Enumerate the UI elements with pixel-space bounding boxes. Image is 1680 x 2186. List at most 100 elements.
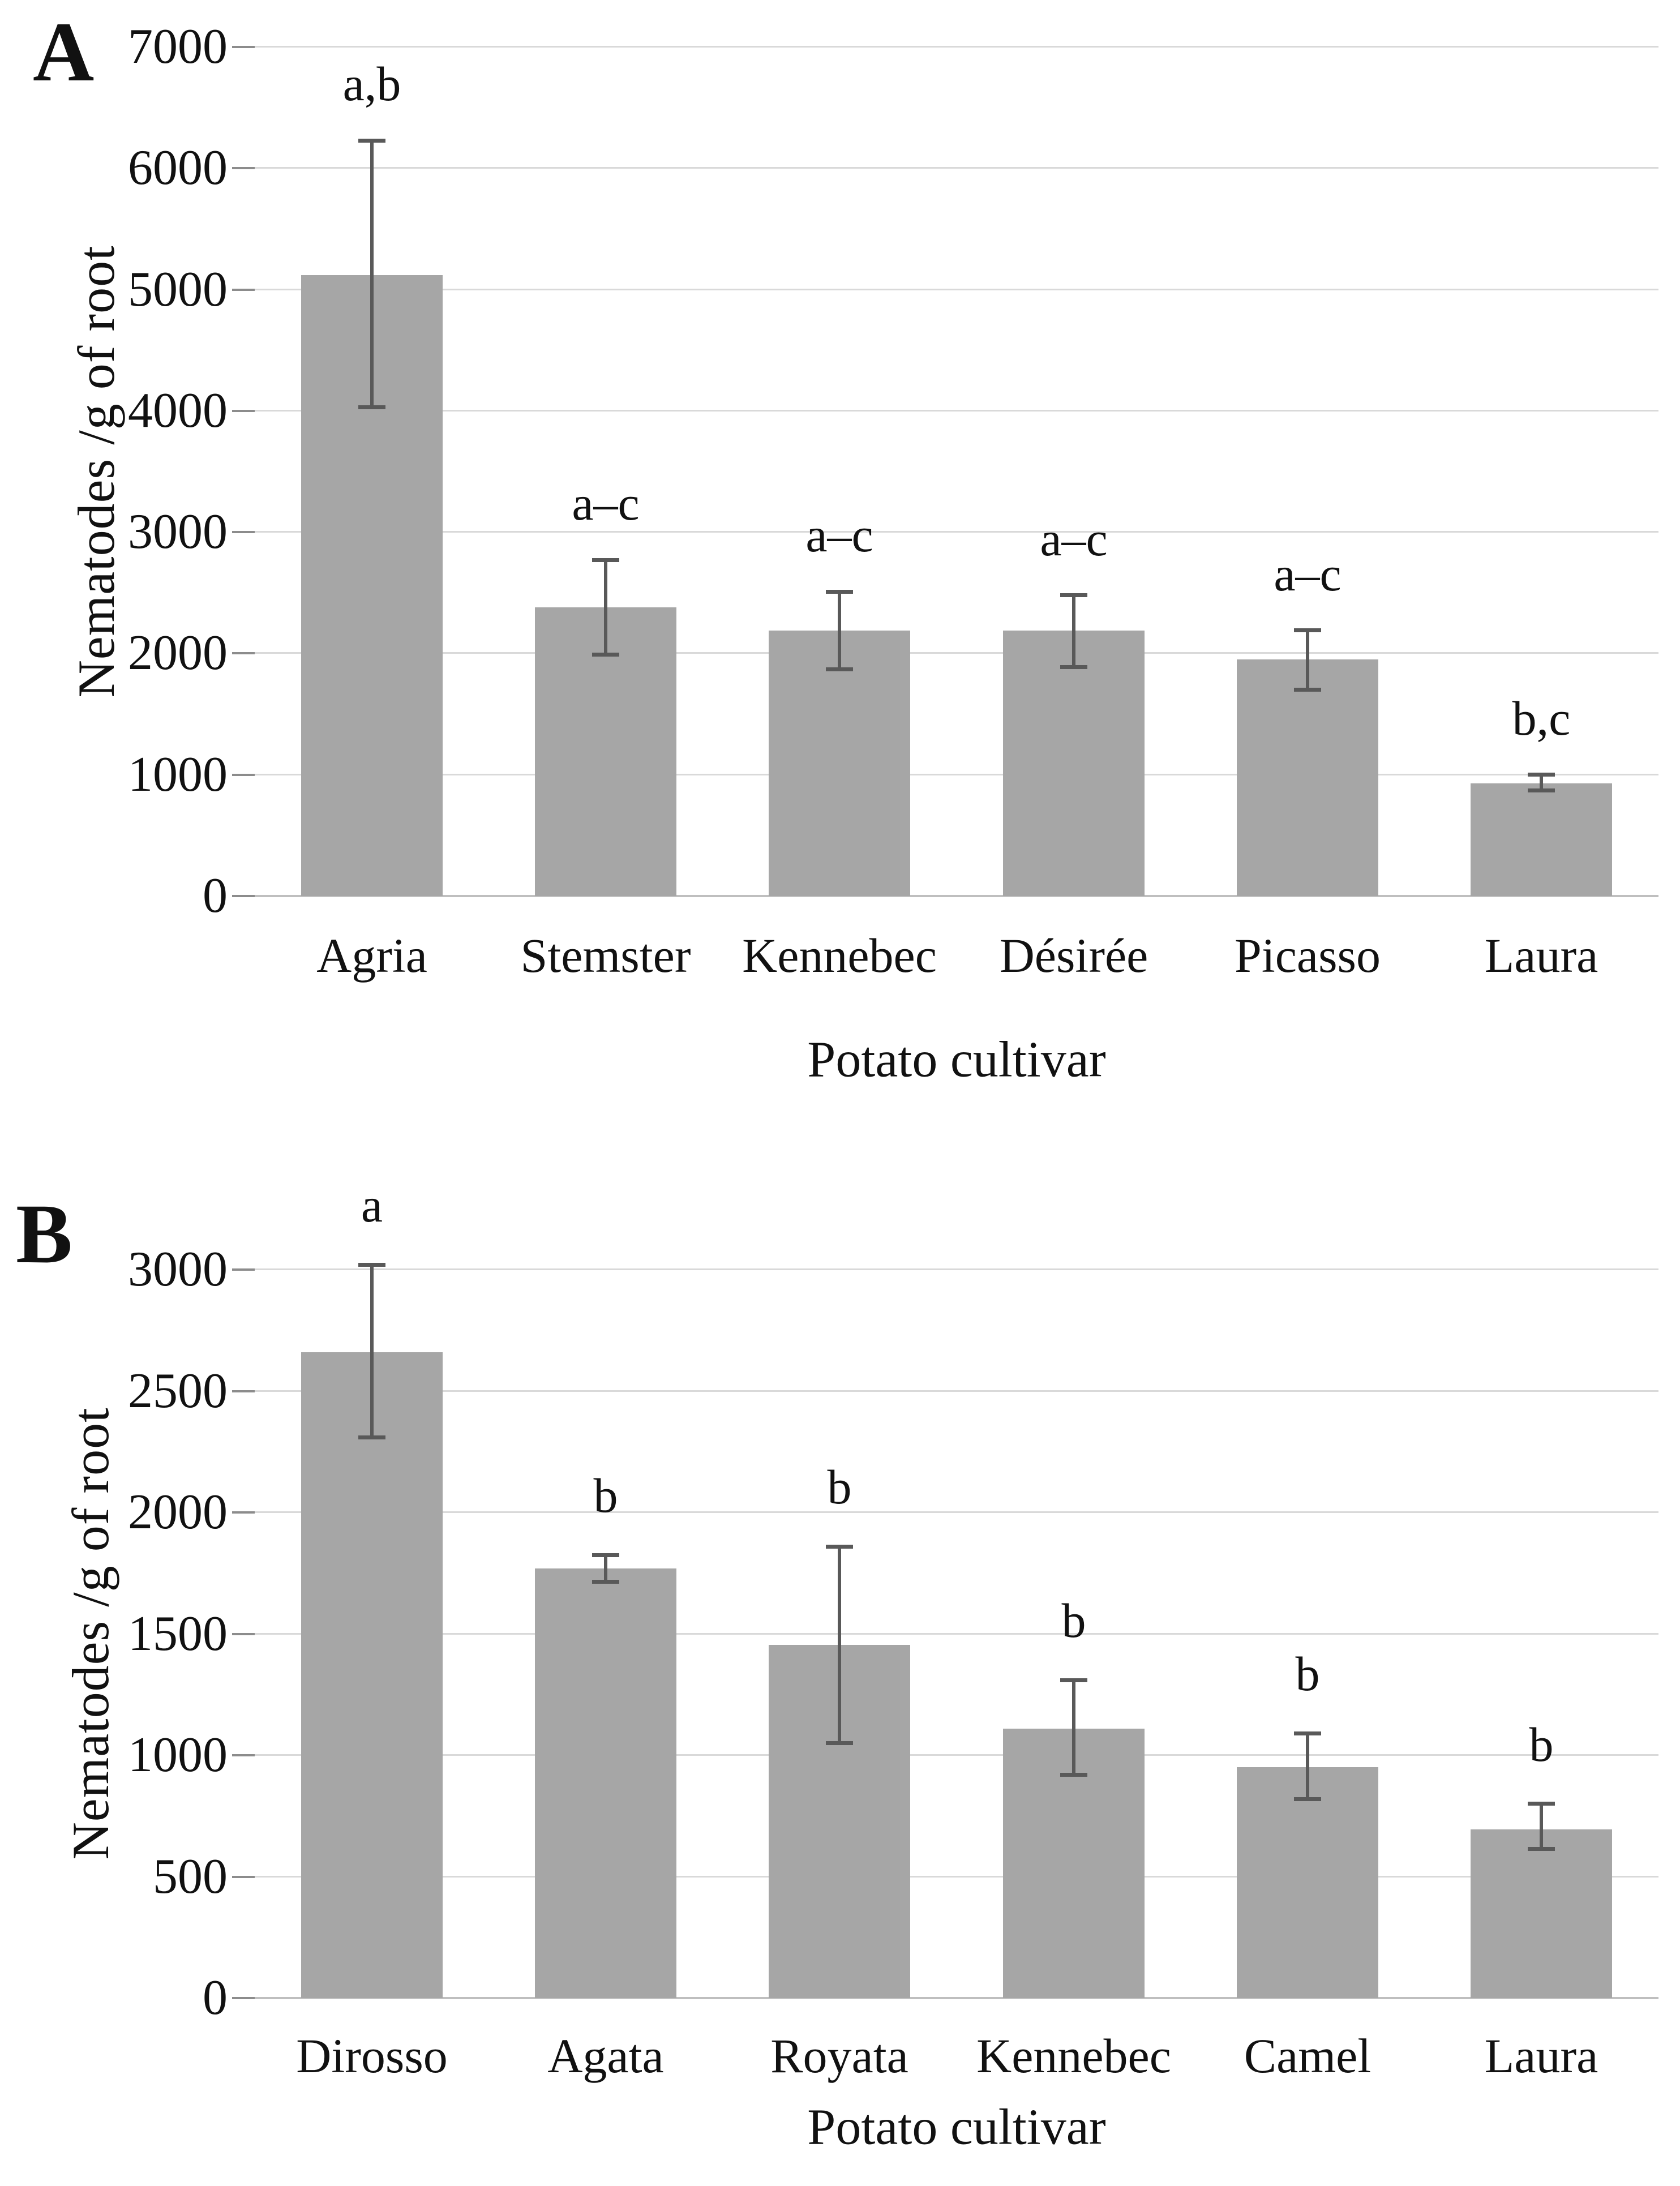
- category-label: Kennebec: [742, 928, 937, 983]
- significance-letter: b: [1061, 1593, 1086, 1648]
- y-gridline: [255, 1390, 1658, 1392]
- y-gridline: [255, 1754, 1658, 1756]
- y-gridline: [255, 652, 1658, 654]
- y-gridline: [255, 774, 1658, 775]
- significance-letter: b: [593, 1468, 618, 1523]
- y-axis-tick: [232, 774, 255, 776]
- panel-a-letter: A: [33, 5, 95, 99]
- error-bar-cap-bottom: [1060, 665, 1087, 669]
- error-bar-line: [1306, 631, 1309, 690]
- error-bar-cap-bottom: [1294, 1797, 1321, 1801]
- error-bar-line: [1540, 775, 1543, 791]
- bar: [301, 1352, 443, 1998]
- error-bar-cap-top: [1060, 593, 1087, 597]
- panel-b-letter: B: [16, 1187, 73, 1281]
- significance-letter: a–c: [805, 508, 873, 562]
- y-gridline: [255, 1633, 1658, 1635]
- bar: [1471, 1829, 1612, 1998]
- error-bar-cap-top: [358, 139, 385, 143]
- category-label: Agata: [547, 2029, 664, 2083]
- y-tick-label: 3000: [128, 1242, 228, 1297]
- panel-a-x-axis-title: Potato cultivar: [807, 1031, 1106, 1088]
- x-axis-baseline: [255, 1997, 1658, 1999]
- error-bar-line: [1306, 1733, 1309, 1799]
- error-bar-cap-bottom: [826, 1741, 853, 1745]
- x-axis-baseline: [255, 895, 1658, 897]
- y-gridline: [255, 531, 1658, 533]
- error-bar-line: [604, 1555, 607, 1581]
- error-bar-cap-bottom: [1528, 788, 1555, 792]
- panel-b-x-axis-title: Potato cultivar: [807, 2099, 1106, 2155]
- y-tick-label: 0: [203, 868, 228, 923]
- y-tick-label: 1000: [128, 747, 228, 802]
- y-gridline: [255, 289, 1658, 290]
- error-bar-cap-top: [826, 590, 853, 594]
- y-axis-tick: [232, 410, 255, 412]
- y-axis-tick: [232, 1997, 255, 1999]
- error-bar-cap-bottom: [592, 653, 619, 657]
- y-tick-label: 3000: [128, 504, 228, 559]
- significance-letter: a–c: [572, 476, 640, 530]
- error-bar-cap-bottom: [1060, 1773, 1087, 1777]
- category-label: Stemster: [520, 928, 691, 983]
- category-label: Agria: [316, 928, 427, 983]
- significance-letter: a,b: [342, 57, 401, 111]
- error-bar-cap-top: [1528, 773, 1555, 777]
- category-label: Royata: [770, 2029, 908, 2083]
- error-bar-cap-bottom: [1294, 688, 1321, 692]
- y-axis-tick: [232, 652, 255, 654]
- y-gridline: [255, 1268, 1658, 1270]
- y-axis-tick: [232, 46, 255, 48]
- error-bar-line: [1540, 1804, 1543, 1849]
- significance-letter: b,c: [1512, 691, 1571, 745]
- y-tick-label: 1500: [128, 1606, 228, 1661]
- significance-letter: b: [827, 1460, 852, 1514]
- category-label: Dirosso: [296, 2029, 448, 2083]
- y-tick-label: 4000: [128, 383, 228, 438]
- category-label: Désirée: [999, 928, 1148, 983]
- error-bar-cap-top: [592, 1553, 619, 1557]
- error-bar-cap-top: [1060, 1678, 1087, 1682]
- y-tick-label: 500: [153, 1849, 228, 1904]
- y-axis-tick: [232, 1390, 255, 1392]
- error-bar-cap-bottom: [358, 1435, 385, 1439]
- error-bar-cap-bottom: [592, 1580, 619, 1584]
- y-gridline: [255, 410, 1658, 412]
- error-bar-line: [604, 560, 607, 654]
- y-tick-label: 5000: [128, 262, 228, 317]
- y-axis-tick: [232, 1268, 255, 1271]
- significance-letter: b: [1295, 1647, 1320, 1701]
- category-label: Laura: [1484, 2029, 1598, 2083]
- error-bar-cap-bottom: [358, 405, 385, 409]
- y-gridline: [255, 1876, 1658, 1878]
- y-gridline: [255, 1511, 1658, 1513]
- error-bar-line: [370, 140, 374, 407]
- y-axis-tick: [232, 289, 255, 291]
- error-bar-cap-top: [358, 1263, 385, 1267]
- y-axis-tick: [232, 1754, 255, 1756]
- significance-letter: a–c: [1040, 512, 1108, 566]
- bar: [1237, 1767, 1378, 1998]
- category-label: Kennebec: [976, 2029, 1171, 2083]
- y-tick-label: 0: [203, 1970, 228, 2025]
- error-bar-cap-bottom: [826, 667, 853, 671]
- y-gridline: [255, 46, 1658, 48]
- error-bar-line: [838, 591, 841, 669]
- y-tick-label: 2500: [128, 1364, 228, 1418]
- category-label: Camel: [1244, 2029, 1372, 2083]
- y-axis-tick: [232, 1633, 255, 1635]
- error-bar-cap-top: [1294, 1731, 1321, 1735]
- error-bar-line: [838, 1546, 841, 1743]
- category-label: Picasso: [1235, 928, 1381, 983]
- y-axis-tick: [232, 1511, 255, 1514]
- bar: [769, 631, 910, 896]
- error-bar-line: [1072, 595, 1075, 667]
- y-axis-tick: [232, 1876, 255, 1878]
- bar: [1003, 631, 1145, 896]
- y-gridline: [255, 167, 1658, 169]
- category-label: Laura: [1484, 928, 1598, 983]
- bar: [1237, 659, 1378, 896]
- error-bar-cap-top: [1294, 628, 1321, 632]
- error-bar-cap-top: [826, 1545, 853, 1549]
